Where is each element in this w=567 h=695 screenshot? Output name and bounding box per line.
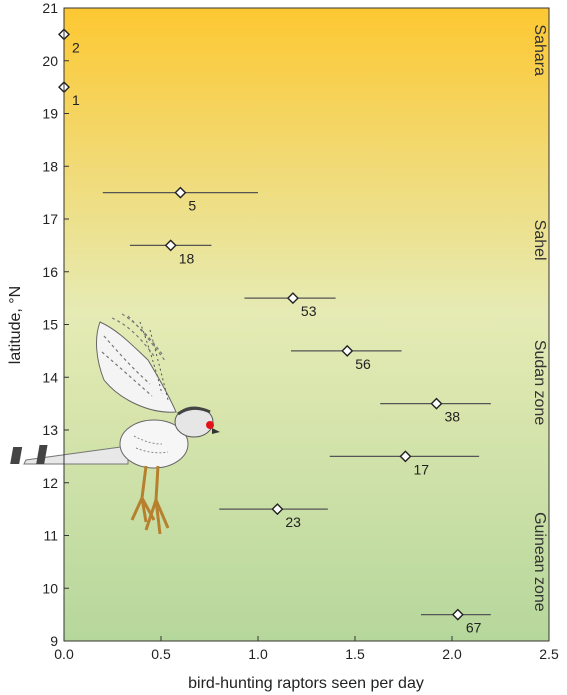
y-tick-label-7: 16 (42, 264, 58, 280)
point-label-9: 67 (466, 620, 482, 636)
data-point-3 (164, 239, 177, 252)
y-tick-label-1: 10 (42, 580, 58, 596)
y-tick-label-10: 19 (42, 106, 58, 122)
x-tick-label-1: 0.5 (151, 646, 171, 662)
raptor-illustration (10, 313, 220, 535)
data-markers (58, 28, 464, 621)
x-tick-label-2: 1.0 (248, 646, 268, 662)
x-tick-label-4: 2.0 (442, 646, 462, 662)
zone-labels: Sahara Sahel Sudan zone Guinean zone (531, 24, 548, 611)
y-tick-label-5: 14 (42, 369, 58, 385)
y-tick-label-12: 21 (42, 0, 58, 16)
y-tick-label-9: 18 (42, 158, 58, 174)
x-axis-label: bird-hunting raptors seen per day (188, 675, 424, 692)
x-tick-label-5: 2.5 (539, 646, 559, 662)
zone-label-0: Sahara (531, 24, 548, 76)
x-tick-label-3: 1.5 (345, 646, 365, 662)
data-point-6 (430, 397, 443, 410)
y-tick-label-6: 15 (42, 317, 58, 333)
data-point-9 (451, 608, 464, 621)
raptor-eye (206, 421, 214, 429)
data-point-5 (341, 344, 354, 357)
point-label-1: 1 (72, 92, 80, 108)
zone-label-2: Sudan zone (531, 340, 548, 426)
zone-label-1: Sahel (531, 220, 548, 261)
zone-label-3: Guinean zone (531, 512, 548, 612)
y-tick-label-11: 20 (42, 53, 58, 69)
data-point-4 (286, 292, 299, 305)
point-label-3: 18 (179, 250, 195, 266)
plot-background (64, 8, 549, 641)
point-label-2: 5 (188, 198, 196, 214)
y-tick-label-0: 9 (50, 633, 58, 649)
data-point-8 (271, 503, 284, 516)
data-point-7 (399, 450, 412, 463)
point-labels: 2 1 5 18 53 56 38 17 23 67 (72, 39, 482, 635)
point-label-8: 23 (285, 514, 301, 530)
y-tick-label-2: 11 (43, 528, 58, 544)
point-label-6: 38 (444, 409, 460, 425)
data-point-2 (174, 186, 187, 199)
point-label-0: 2 (72, 39, 80, 55)
y-tick-label-3: 12 (42, 475, 58, 491)
point-label-5: 56 (355, 356, 371, 372)
y-axis-ticks: 9 10 11 12 13 14 15 16 17 18 19 20 21 (42, 0, 69, 649)
x-axis-ticks: 0.0 0.5 1.0 1.5 2.0 2.5 (54, 636, 559, 662)
point-label-7: 17 (413, 461, 429, 477)
y-tick-label-4: 13 (42, 422, 58, 438)
x-tick-label-0: 0.0 (54, 646, 74, 662)
y-axis-label: latitude, °N (7, 286, 24, 364)
y-tick-label-8: 17 (42, 211, 58, 227)
point-label-4: 53 (301, 303, 317, 319)
